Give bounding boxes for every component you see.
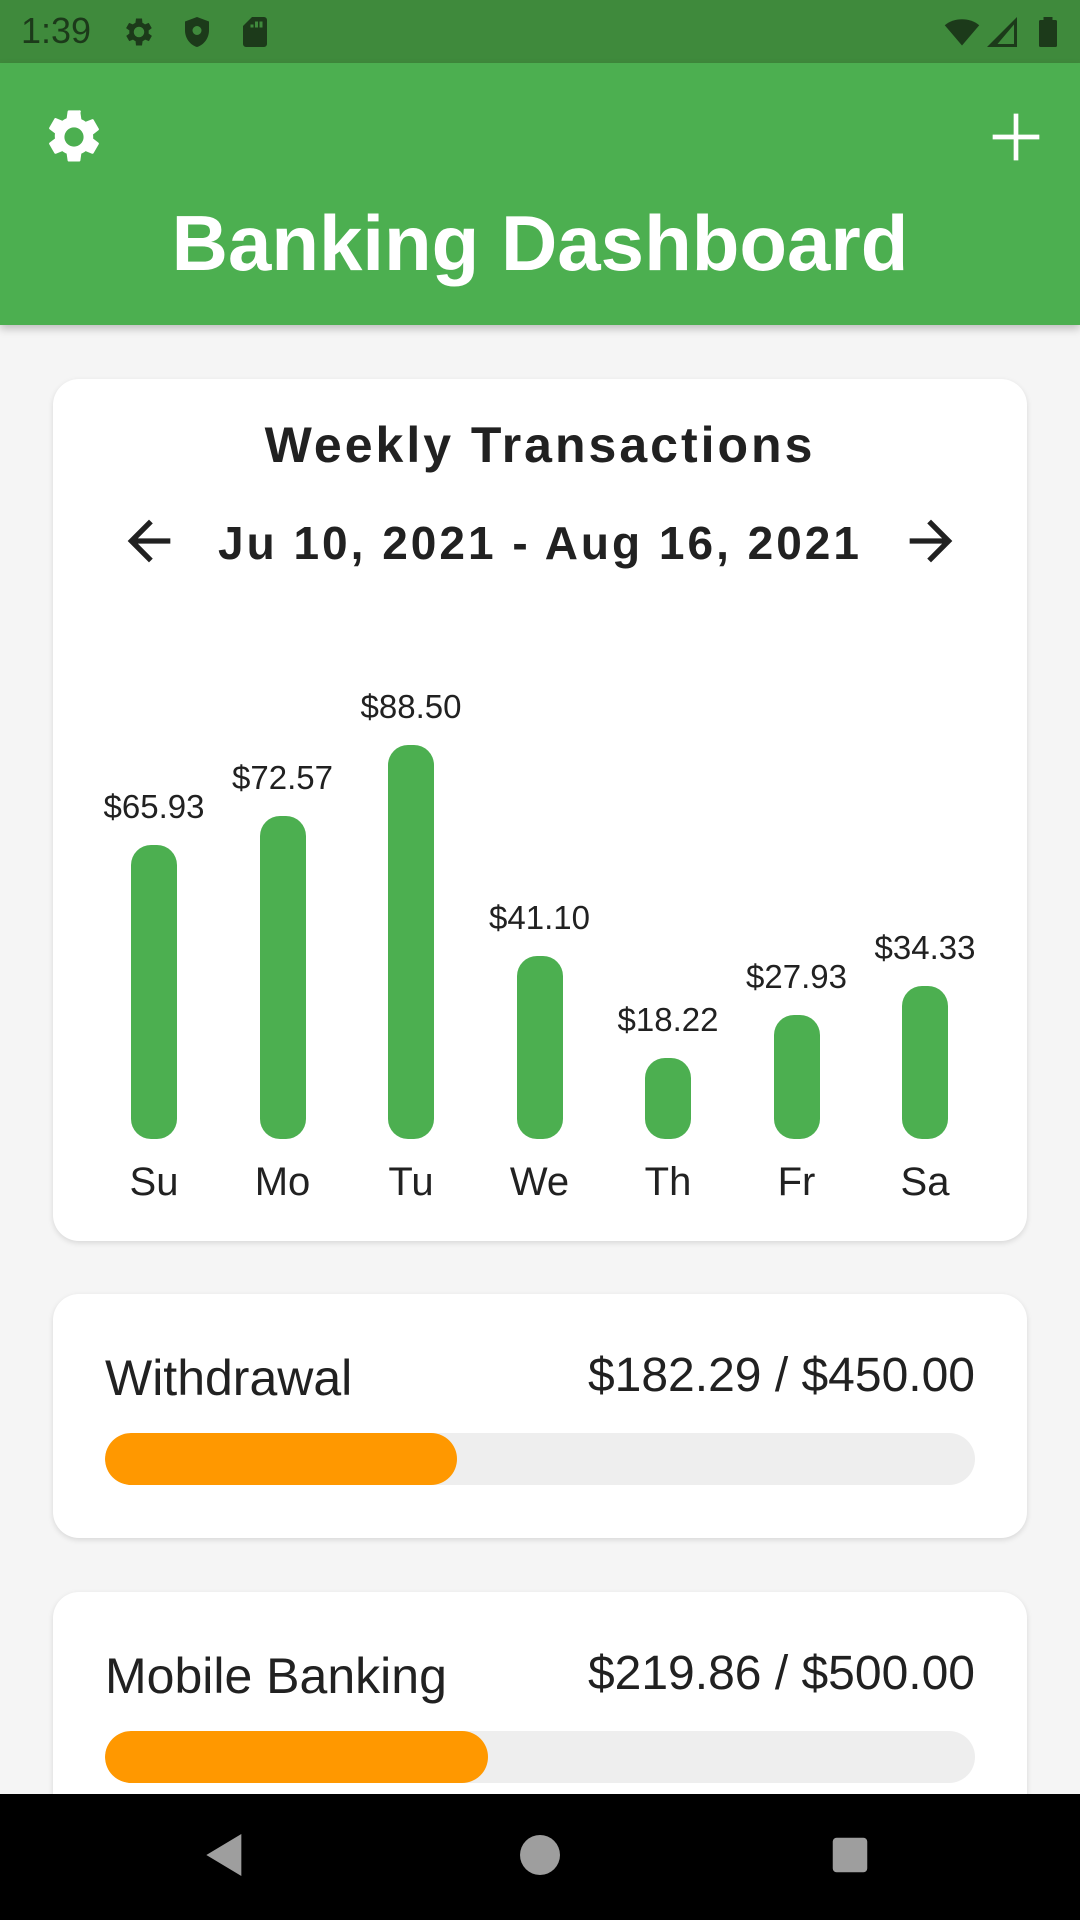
chart-day-label: Mo	[254, 1160, 311, 1204]
budget-progress-fill	[105, 1433, 458, 1485]
chart-day-label: Tu	[388, 1160, 434, 1204]
chart-day-label: We	[509, 1160, 570, 1204]
home-icon	[516, 1831, 564, 1884]
chart-bar-th	[645, 1058, 691, 1139]
budget-amount: $182.29 / $450.00	[587, 1349, 975, 1402]
budget-progress-track	[105, 1731, 975, 1783]
arrow-right-icon	[899, 509, 963, 578]
withdrawal-card[interactable]: Withdrawal $182.29 / $450.00	[53, 1294, 1027, 1538]
chart-bar-we	[516, 956, 563, 1139]
chart-title: Weekly Transactions	[264, 417, 816, 473]
chart-bar-su	[131, 845, 177, 1139]
plus-icon	[988, 109, 1044, 165]
date-range: Ju 10, 2021 - Aug 16, 2021	[218, 517, 862, 569]
chart-value-label: $41.10	[489, 899, 590, 936]
chart-value-label: $88.50	[360, 688, 462, 725]
chart-value-label: $34.33	[874, 929, 976, 966]
weekly-transactions-card: Weekly Transactions Ju 10, 2021 - Aug 16…	[53, 379, 1027, 1241]
back-button[interactable]	[185, 1817, 265, 1897]
budget-amount: $219.86 / $500.00	[587, 1647, 975, 1700]
budget-progress-fill	[105, 1731, 488, 1783]
status-bar: 1:39	[0, 0, 1080, 63]
signal-icon	[984, 14, 1020, 50]
next-week-button[interactable]	[891, 503, 971, 583]
chart-bar-mo	[259, 816, 306, 1139]
gear-icon	[121, 14, 157, 50]
recents-icon	[827, 1832, 873, 1883]
recents-button[interactable]	[810, 1817, 890, 1897]
budget-label: Withdrawal	[105, 1350, 353, 1406]
chart-bar-tu	[388, 745, 434, 1139]
chart-value-label: $18.22	[617, 1001, 719, 1038]
chart-value-label: $27.93	[746, 958, 847, 995]
page-title: Banking Dashboard	[171, 199, 909, 287]
chart-day-label: Su	[129, 1160, 179, 1204]
previous-week-button[interactable]	[109, 503, 189, 583]
battery-icon	[1030, 14, 1066, 50]
status-time: 1:39	[21, 10, 92, 51]
budget-progress-track	[105, 1433, 975, 1485]
chart-day-label: Sa	[900, 1160, 950, 1204]
wifi-icon	[944, 14, 980, 50]
weekly-bar-chart: $65.93 Su $72.57 Mo $88.50 Tu $41.10 We $18.22 Th…	[53, 379, 1027, 1241]
settings-button[interactable]	[30, 93, 118, 181]
chart-value-label: $72.57	[232, 759, 333, 796]
add-button[interactable]	[972, 93, 1060, 181]
chart-bar-sa	[902, 986, 948, 1139]
shield-icon	[179, 14, 215, 50]
system-navigation-bar	[0, 1794, 1080, 1920]
chart-day-label: Fr	[777, 1160, 816, 1204]
chart-day-label: Th	[644, 1160, 692, 1204]
chart-value-label: $65.93	[103, 788, 205, 825]
sd-card-icon	[237, 14, 273, 50]
back-icon	[197, 1827, 253, 1888]
app-bar: Banking Dashboard	[0, 63, 1080, 325]
home-button[interactable]	[500, 1817, 580, 1897]
arrow-left-icon	[117, 509, 181, 578]
gear-icon	[42, 105, 106, 169]
chart-bar-fr	[773, 1015, 820, 1139]
budget-label: Mobile Banking	[105, 1648, 447, 1704]
